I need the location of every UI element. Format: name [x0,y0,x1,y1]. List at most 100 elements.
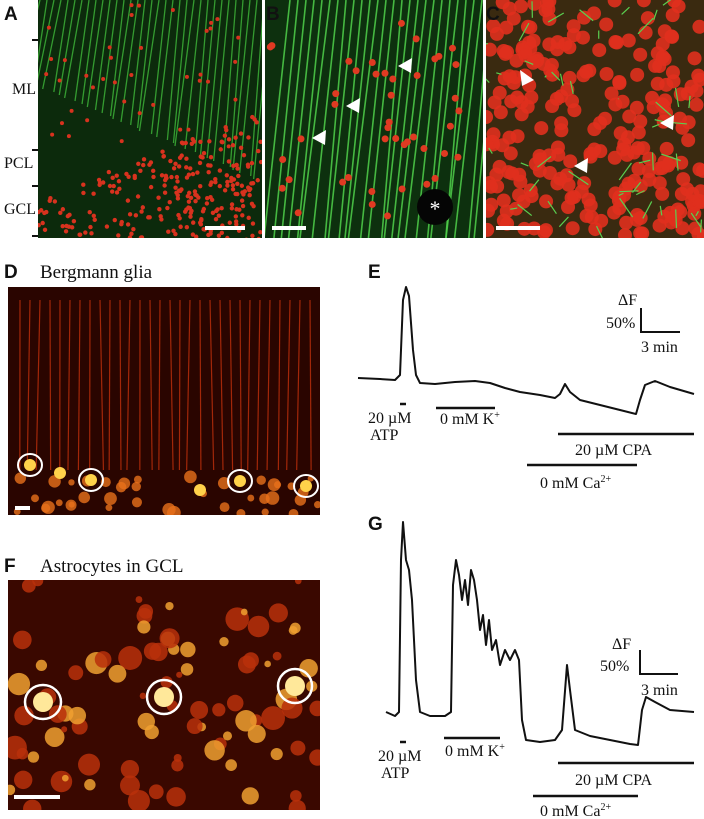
stimulus-label: 0 mM K+ [445,742,505,760]
arrowheads [312,58,674,173]
texture [151,102,156,107]
texture [675,209,678,228]
texture [166,229,171,234]
texture [184,224,190,230]
panel-title: Astrocytes in GCL [40,556,184,577]
texture [226,137,232,142]
texture [550,35,565,50]
scale-label: 50% [606,315,635,332]
texture [156,0,174,138]
texture [105,504,113,511]
texture [184,470,197,484]
stimulus-label: 0 mM K+ [440,410,500,428]
texture [114,190,120,195]
texture [588,222,603,237]
texture [156,195,161,200]
texture [209,180,214,185]
texture [239,198,245,203]
texture [234,207,239,212]
texture [197,160,203,166]
texture [250,233,255,238]
texture [188,214,193,219]
texture [517,204,533,217]
texture [48,705,67,723]
texture [84,779,96,791]
image-a [38,0,262,238]
texture [688,95,691,109]
texture [206,232,211,238]
texture [593,144,608,159]
texture [162,503,176,515]
texture [455,107,463,115]
texture [285,676,305,696]
texture [40,220,45,226]
texture [412,35,420,43]
texture [279,156,287,164]
texture [599,17,614,32]
texture [108,55,113,60]
texture [609,35,624,50]
texture [692,19,704,34]
texture [496,43,511,58]
texture [618,162,632,181]
texture [86,0,104,108]
texture [198,139,203,145]
texture [59,121,64,126]
texture [167,199,172,205]
texture [642,201,653,219]
texture [651,123,660,128]
texture [261,706,286,730]
texture [268,603,288,623]
texture [35,299,41,471]
texture [642,172,657,187]
texture [526,55,541,70]
texture [486,78,490,83]
texture [209,20,214,25]
texture [250,17,262,177]
texture [184,165,189,170]
texture [224,127,229,133]
texture [186,172,192,177]
texture [245,164,251,169]
texture [659,205,663,216]
texture [174,174,180,180]
texture [347,0,379,238]
texture [184,0,202,150]
texture [451,94,459,102]
texture [486,110,494,125]
texture [619,197,634,218]
texture [267,478,281,492]
texture [256,236,261,238]
texture [190,701,209,719]
texture [24,459,36,471]
texture [136,0,153,129]
texture [619,215,634,230]
texture [92,217,97,223]
texture [691,68,704,83]
texture [48,196,53,201]
texture [240,608,248,616]
texture [452,61,460,69]
texture [16,747,29,760]
texture [619,190,639,193]
texture [138,168,143,173]
texture [38,0,48,64]
texture [249,201,255,206]
texture [689,83,704,98]
texture [473,141,483,238]
texture [112,0,132,120]
texture [568,170,589,186]
texture [158,214,163,219]
texture [8,784,16,796]
texture [258,159,262,165]
texture [486,127,501,142]
texture [201,206,207,212]
texture [50,132,55,137]
texture [41,503,51,513]
texture [493,105,508,120]
texture [577,10,592,25]
texture [204,740,225,761]
texture [618,192,624,197]
texture [229,202,235,207]
texture [130,0,146,126]
